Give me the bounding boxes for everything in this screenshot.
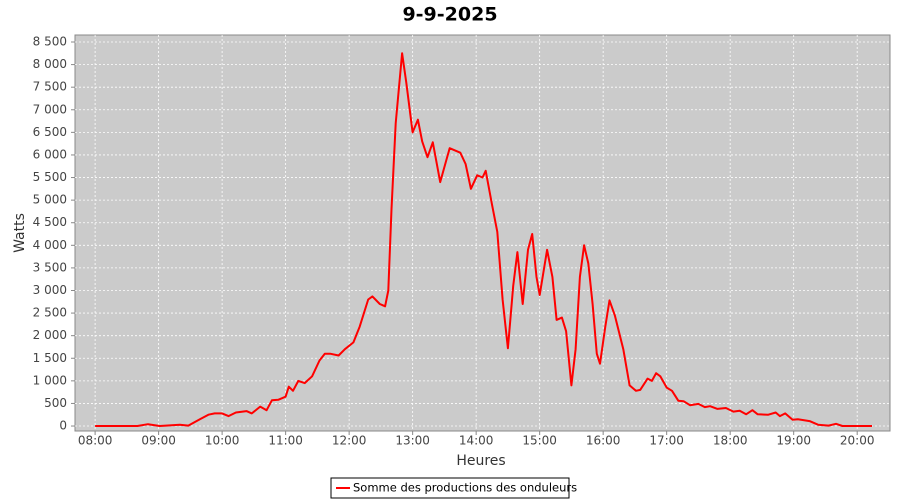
plot-area	[74, 34, 891, 432]
y-tick-label: 5 000	[33, 193, 67, 207]
y-tick-label: 0	[59, 419, 67, 433]
y-tick-label: 2 500	[33, 306, 67, 320]
y-tick-label: 2 000	[33, 328, 67, 342]
x-tick-label: 15:00	[522, 434, 557, 448]
y-tick-label: 1 000	[33, 373, 67, 387]
x-tick-label: 19:00	[776, 434, 811, 448]
x-tick-label: 17:00	[649, 434, 684, 448]
legend-box	[330, 477, 570, 499]
y-tick-label: 4 500	[33, 215, 67, 229]
y-tick-label: 5 500	[33, 170, 67, 184]
x-tick-label: 16:00	[586, 434, 621, 448]
chart-title: 9-9-2025	[402, 4, 497, 26]
y-tick-label: 8 000	[33, 57, 67, 71]
y-tick-label: 500	[44, 396, 67, 410]
y-tick-label: 3 500	[33, 260, 67, 274]
y-tick-label: 4 000	[33, 238, 67, 252]
x-tick-label: 13:00	[395, 434, 430, 448]
x-axis-label: Heures	[456, 453, 505, 469]
x-tick-label: 20:00	[840, 434, 875, 448]
x-tick-label: 08:00	[78, 434, 113, 448]
x-tick-label: 14:00	[459, 434, 494, 448]
y-tick-label: 7 000	[33, 102, 67, 116]
x-tick-label: 09:00	[141, 434, 176, 448]
legend-label: Somme des productions des onduleurs	[353, 481, 577, 495]
x-tick-label: 18:00	[713, 434, 748, 448]
y-tick-label: 6 500	[33, 125, 67, 139]
y-tick-label: 3 000	[33, 283, 67, 297]
x-tick-label: 11:00	[268, 434, 303, 448]
x-tick-label: 10:00	[205, 434, 240, 448]
x-tick-label: 12:00	[332, 434, 367, 448]
y-tick-label: 1 500	[33, 351, 67, 365]
y-tick-label: 6 000	[33, 147, 67, 161]
y-tick-label: 8 500	[33, 35, 67, 49]
y-tick-label: 7 500	[33, 80, 67, 94]
y-axis-label: Watts	[12, 213, 28, 253]
series-line	[95, 52, 872, 427]
